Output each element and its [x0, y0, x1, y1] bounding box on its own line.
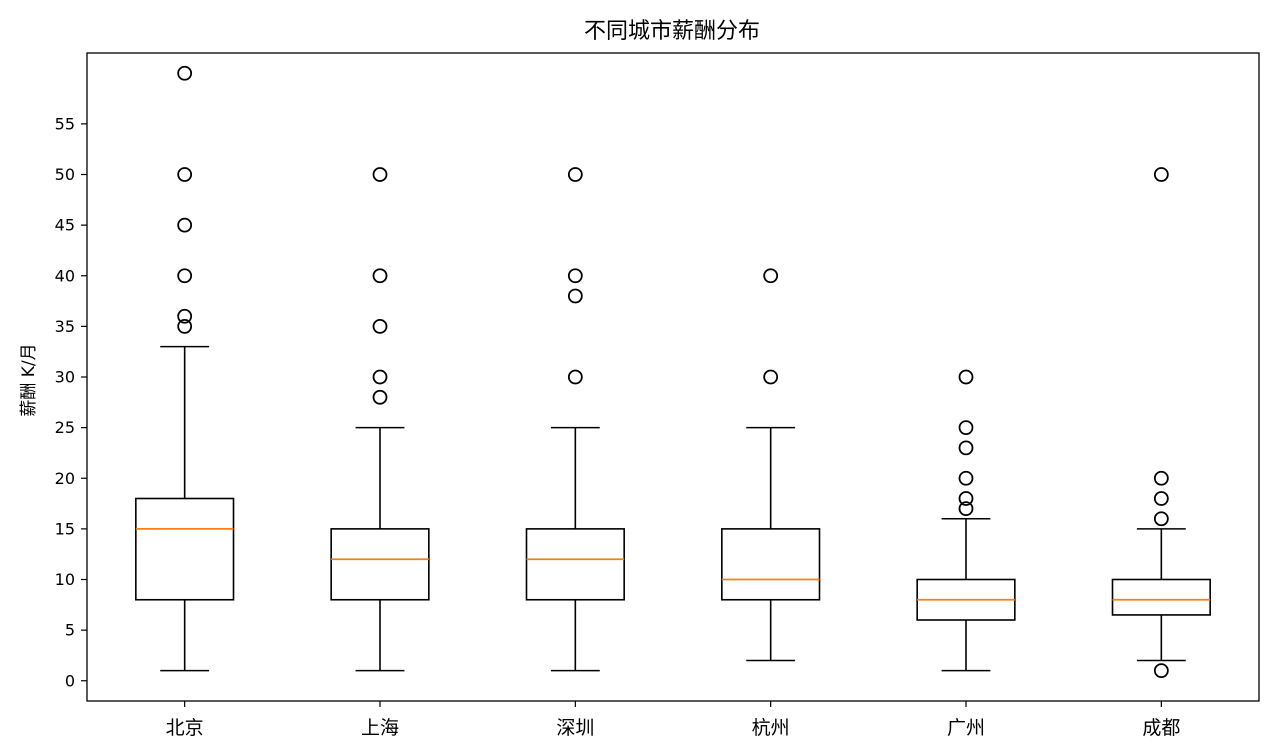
y-tick-label: 55: [55, 114, 75, 133]
outlier-point: [372, 369, 388, 385]
chart-title: 不同城市薪酬分布: [584, 19, 760, 44]
outlier-point: [177, 308, 193, 324]
outlier-point: [372, 389, 388, 405]
outlier-point: [177, 65, 193, 81]
outlier-point: [958, 491, 974, 506]
y-tick-label: 35: [55, 317, 75, 336]
outlier-point: [567, 167, 583, 182]
outlier-point: [763, 268, 779, 284]
y-tick-label: 5: [65, 621, 75, 640]
x-tick-label: 广州: [947, 717, 985, 739]
outlier-point: [567, 369, 583, 385]
outlier-point: [763, 369, 779, 385]
iqr-box: [1111, 578, 1211, 616]
x-tick-label: 北京: [166, 717, 204, 739]
y-tick-label: 45: [55, 216, 75, 235]
outlier-point: [958, 501, 974, 517]
y-tick-label: 30: [55, 368, 75, 387]
outlier-point: [1153, 470, 1169, 486]
outlier-point: [958, 470, 974, 486]
plot-frame: [86, 52, 1260, 702]
outlier-point: [1153, 663, 1169, 679]
outlier-point: [958, 369, 974, 385]
outlier-point: [958, 420, 974, 436]
iqr-box: [525, 528, 625, 601]
outlier-point: [372, 167, 388, 182]
y-tick-label: 50: [55, 165, 75, 184]
y-tick-label: 20: [55, 469, 75, 488]
plot-area: 0 5 10 15 20 25 30 35 40 45 50 55 北京 上海 深圳 杭州 广州 成都: [55, 65, 1211, 739]
outlier-point: [958, 440, 974, 456]
x-tick-label: 上海: [361, 717, 399, 739]
outlier-point: [567, 268, 583, 284]
outlier-point: [372, 268, 388, 284]
y-tick-label: 10: [55, 570, 75, 589]
outlier-point: [1153, 167, 1169, 182]
x-tick-label: 杭州: [752, 717, 790, 739]
y-tick-label: 15: [55, 519, 75, 538]
outlier-point: [1153, 491, 1169, 506]
y-axis-label: 薪酬 K/月: [19, 343, 39, 416]
outlier-point: [1153, 511, 1169, 527]
outlier-point: [177, 318, 193, 334]
x-tick-label: 成都: [1142, 717, 1180, 739]
iqr-box: [330, 528, 430, 601]
outlier-point: [177, 217, 193, 233]
outlier-point: [372, 318, 388, 334]
iqr-box: [721, 528, 821, 601]
y-tick-label: 25: [55, 418, 75, 437]
y-tick-label: 40: [55, 266, 75, 285]
outlier-point: [177, 167, 193, 182]
outlier-point: [567, 288, 583, 304]
outlier-point: [177, 268, 193, 284]
x-tick-label: 深圳: [556, 717, 594, 739]
y-tick-label: 0: [65, 671, 75, 690]
iqr-box: [135, 497, 235, 601]
